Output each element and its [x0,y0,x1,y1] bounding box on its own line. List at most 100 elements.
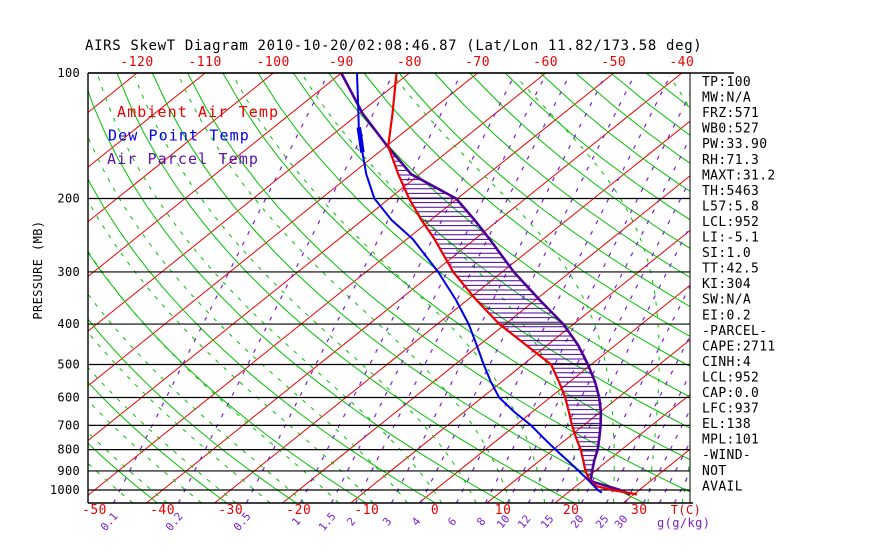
stat-value: FRZ:571 [702,106,759,121]
moist-adiabat-line [97,76,443,504]
pressure-tick-label: 900 [57,464,80,478]
dry-adiabat-line [222,73,690,461]
isotherm-line [486,339,690,504]
mixing-ratio-tick-label: 12 [515,512,533,531]
mixing-ratio-tick-label: 3 [380,515,394,528]
plot-border [87,72,734,504]
dry-adiabat-line [363,73,690,337]
dry-adiabat-line [88,89,506,504]
stat-value: CAPE:2711 [702,339,776,354]
dry-adiabat-line [88,251,367,504]
stat-value: KI:304 [702,277,751,292]
mixing-ratio-line [390,73,608,504]
stat-value: EI:0.2 [702,308,751,323]
bottom-temp-tick-label: 30 [631,503,648,518]
legend-entry: Air Parcel Temp [107,150,259,168]
bottom-temp-tick-label: -40 [150,503,175,518]
isotherm-line [88,73,410,332]
stat-value: SI:1.0 [702,246,751,261]
stat-value: LFC:937 [702,402,759,417]
temp-axis-unit-label: T(C) [671,503,702,517]
mixing-ratio-tick-label: 4 [409,515,423,529]
stat-value: LCL:952 [702,370,759,385]
stat-value: EL:138 [702,417,751,432]
stat-value: LI:-5.1 [702,231,759,246]
dry-adiabat-line [0,73,18,503]
isotherm-line [88,73,206,168]
top-temp-tick-label: -70 [465,55,490,70]
mixing-ratio-tick-label: 8 [474,515,488,528]
pressure-tick-label: 800 [57,443,80,457]
dry-adiabat-line [88,381,228,504]
dry-adiabat-line [434,73,690,278]
mixing-ratio-line [580,284,690,504]
pressure-tick-label: 400 [57,317,80,331]
stats-column: TP:100MW:N/AFRZ:571WB0:527PW:33.90RH:71.… [702,75,776,494]
top-temp-tick-label: -100 [257,55,290,70]
stat-value: CAP:0.0 [702,386,759,401]
mixing-ratio-line [245,73,463,504]
stat-value: L57:5.8 [702,199,759,214]
pressure-tick-label: 100 [57,66,80,80]
stat-value: -PARCEL- [702,324,767,339]
isotherm-line [88,73,615,496]
isotherm-line [88,73,342,278]
stat-value: TH:5463 [702,184,759,199]
moist-adiabat-line [88,293,305,504]
bottom-temp-tick-label: 10 [495,503,512,518]
moist-adiabat-line [394,76,615,503]
moist-adiabat-line [88,366,237,504]
pressure-axis-label: PRESSURE (MB) [31,220,45,319]
sounding-curves [340,72,638,496]
moist-adiabat-line [88,462,134,504]
stat-value: PW:33.90 [702,137,767,152]
mixing-ratio-unit-label: g(g/kg) [657,516,710,530]
moist-adiabat-line [88,331,271,504]
legend: Ambient Air Temp Dew Point Temp Air Parcel… [107,103,279,168]
dry-adiabat-line [398,73,690,308]
mixing-ratio-line [506,136,690,504]
mixing-ratio-line [484,92,690,504]
background-grid-lines [0,73,690,504]
pressure-tick-label: 1000 [50,483,80,497]
dry-adiabat-line [116,73,575,504]
stat-value: TP:100 [702,75,751,90]
pressure-tick-label: 600 [57,390,80,404]
legend-entry: Dew Point Temp [108,127,250,145]
mixing-ratio-tick-label: 15 [538,512,556,531]
top-temp-tick-label: -40 [669,55,694,70]
pressure-tick-label: 700 [57,418,80,432]
bottom-temp-tick-label: -50 [82,503,107,518]
bottom-temp-tick-label: -20 [286,503,311,518]
top-temp-tick-label: -50 [601,55,626,70]
legend-entry: Ambient Air Temp [117,103,279,121]
dry-adiabat-line [469,73,690,249]
bottom-temp-tick-label: 0 [431,503,439,518]
stat-value: WB0:527 [702,122,759,137]
stat-value: MAXT:31.2 [702,168,776,183]
moist-adiabat-line [134,76,477,504]
isotherm-line [350,229,690,504]
dew-point-curve [356,72,603,494]
dry-adiabat-line [187,73,690,493]
mixing-ratio-line [112,73,330,504]
isotherm-line [282,175,690,504]
parcel-temp-curve [340,72,631,496]
top-temp-tick-label: -90 [329,55,354,70]
chart-title: AIRS SkewT Diagram 2010-10-20/02:08:46.8… [85,38,702,54]
pressure-tick-label: 500 [57,357,80,371]
isotherm-line [146,73,683,504]
isotherm-line [88,73,274,223]
mixing-ratio-tick-label: 6 [445,515,459,528]
stat-value: MW:N/A [702,91,751,106]
dry-adiabat-line [88,177,436,504]
stat-value: AVAIL [702,479,743,494]
top-temp-tick-label: -60 [533,55,558,70]
mixing-ratio-tick-label: 25 [593,512,611,531]
stat-value: NOT [702,464,727,479]
top-temp-tick-label: -120 [120,55,153,70]
stat-value: -WIND- [702,448,751,463]
isotherm-line [88,73,546,442]
dry-adiabat-line [88,442,158,504]
